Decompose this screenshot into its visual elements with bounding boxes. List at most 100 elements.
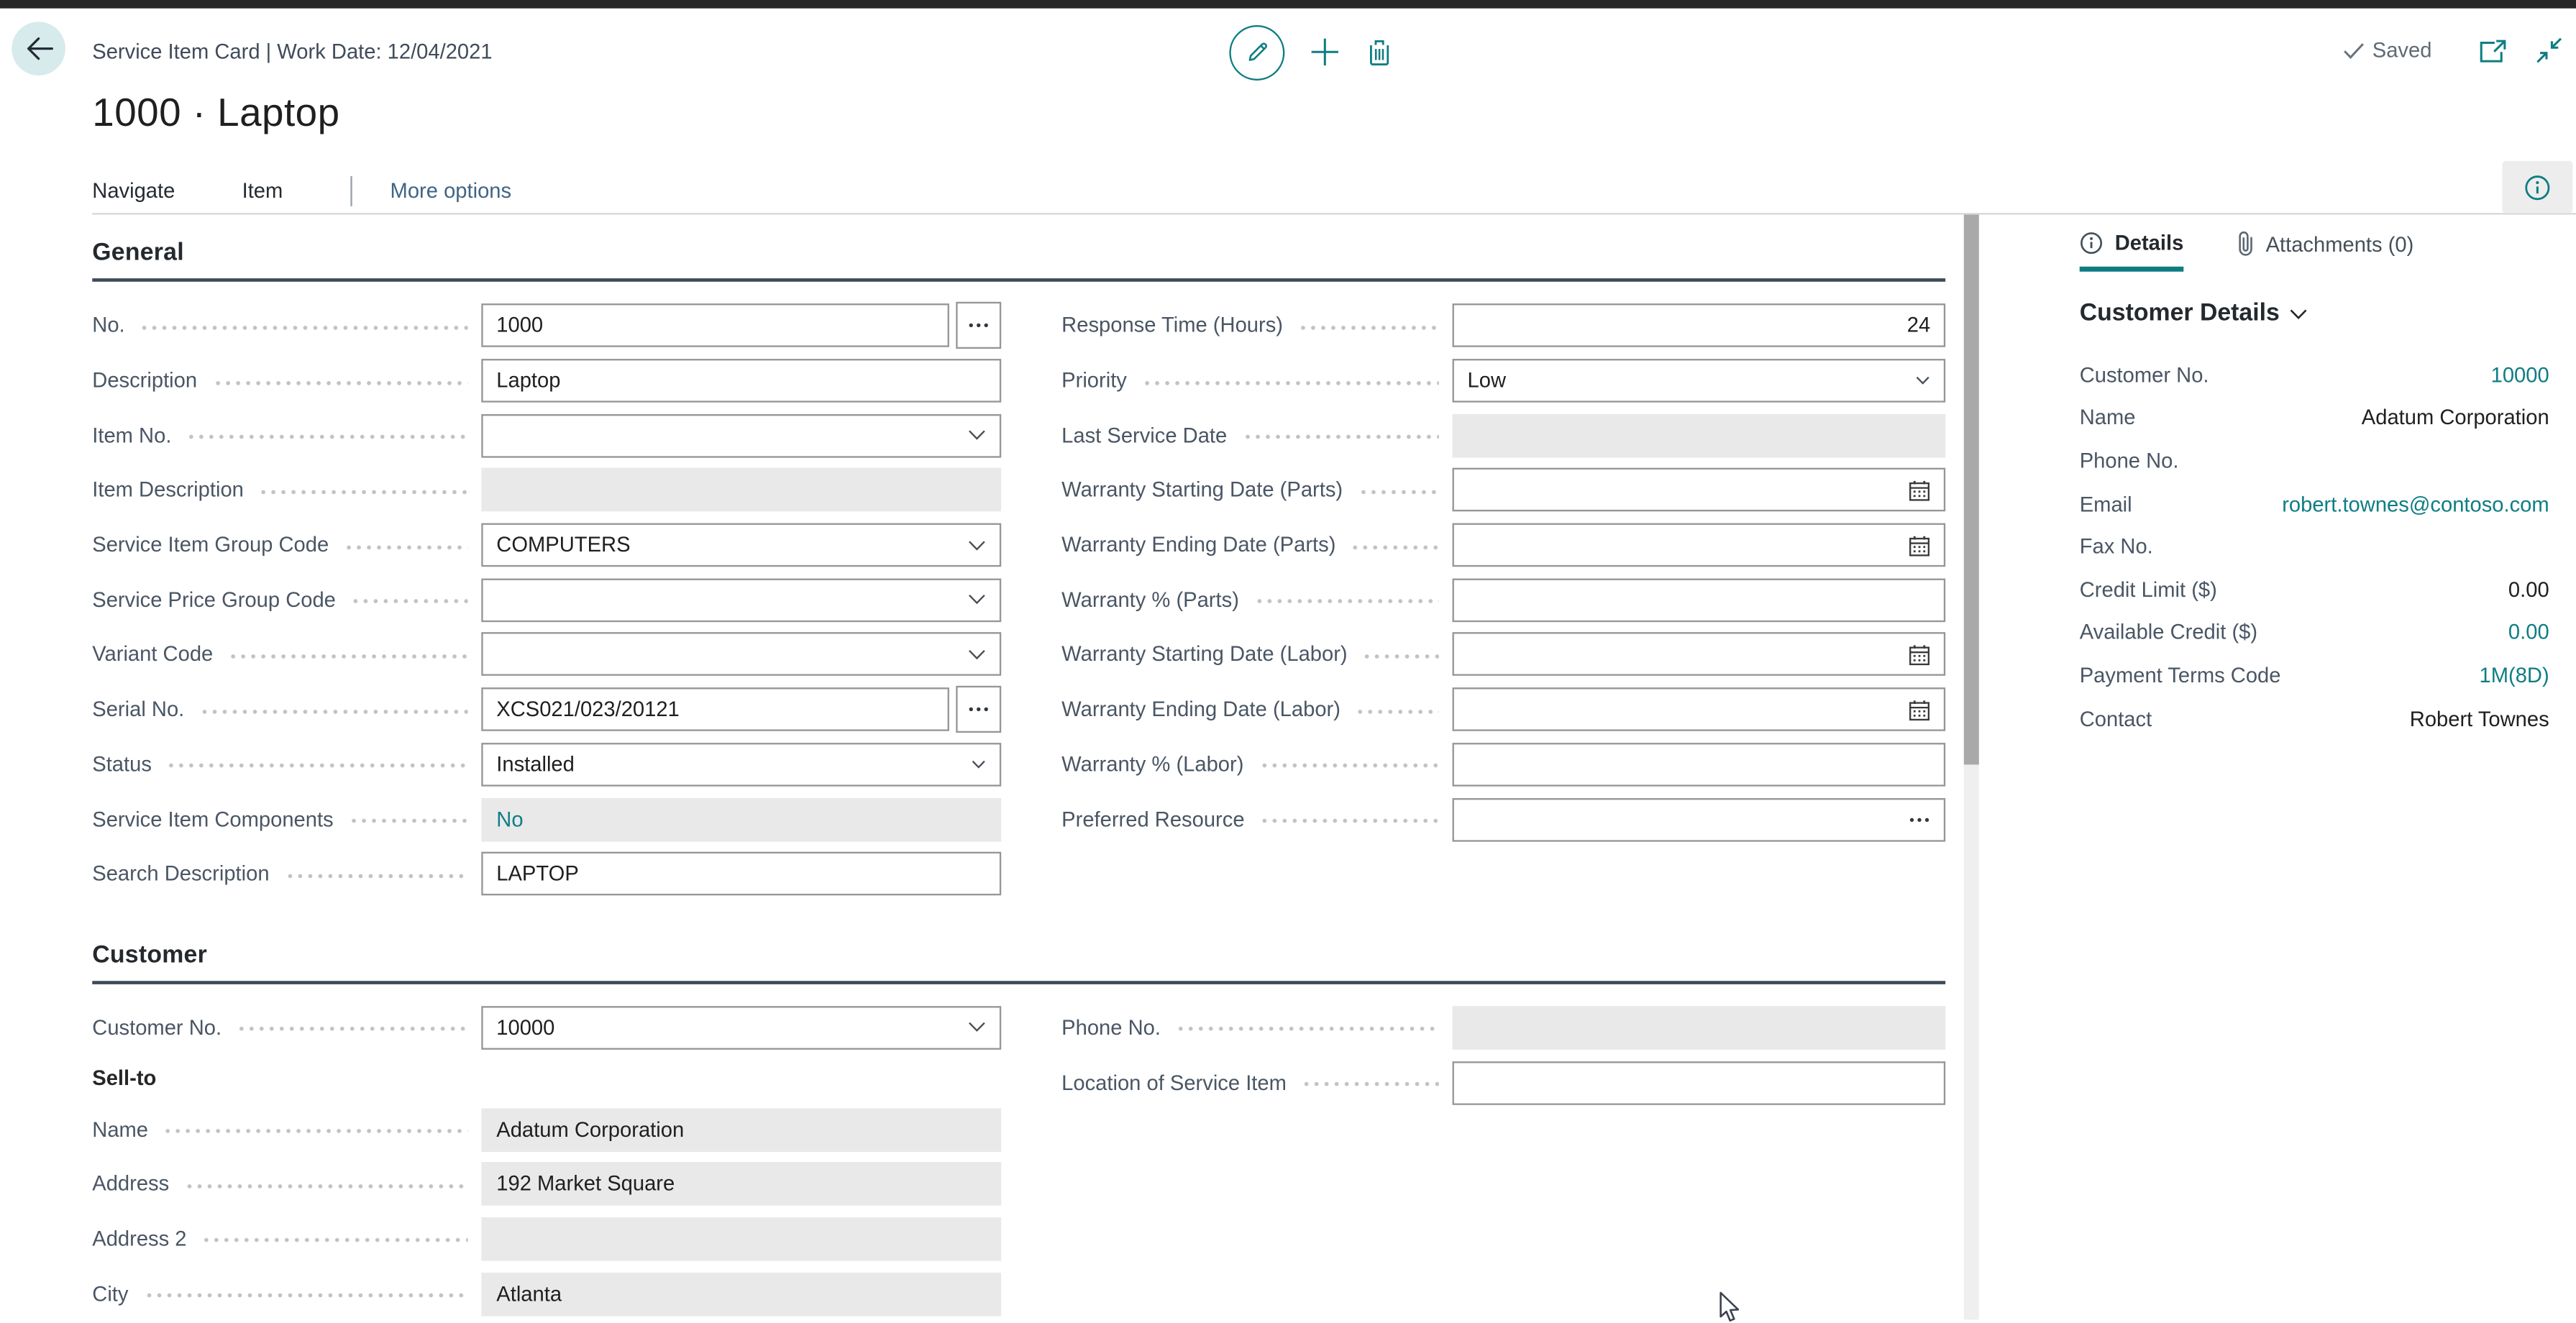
contact-value: Robert Townes	[2409, 707, 2549, 731]
service-item-components-value[interactable]: No	[496, 807, 524, 831]
back-button[interactable]	[12, 22, 65, 75]
dotted-leader	[199, 708, 468, 714]
menu-more-options[interactable]: More options	[390, 178, 512, 203]
chevron-down-icon[interactable]	[958, 430, 987, 441]
general-left-column: No. 1000 Description Laptop Item No. Item Des…	[92, 298, 1002, 902]
item-no-field[interactable]	[481, 413, 1002, 457]
warranty-pct-parts-label: Warranty % (Parts)	[1061, 588, 1239, 612]
response-time-hours-field[interactable]: 24	[1452, 303, 1946, 348]
dotted-leader	[228, 654, 468, 659]
calendar-icon[interactable]	[1899, 480, 1930, 501]
warranty-starting-date-labor-label: Warranty Starting Date (Labor)	[1061, 643, 1348, 667]
service-item-components-field: No	[481, 797, 1002, 841]
description-field[interactable]: Laptop	[481, 359, 1002, 403]
customer-no-field[interactable]: 10000	[481, 1006, 1002, 1050]
serial-no-field[interactable]: XCS021/023/20121	[481, 687, 949, 732]
search-description-value: LAPTOP	[496, 862, 579, 886]
customer-no-value[interactable]: 10000	[2490, 363, 2549, 388]
content-scrollbar[interactable]	[1963, 214, 1979, 1320]
chevron-down-icon[interactable]	[1905, 375, 1930, 385]
dotted-leader	[1362, 654, 1439, 659]
menu-navigate[interactable]: Navigate	[92, 178, 175, 203]
scrollbar-thumb[interactable]	[1963, 214, 1979, 765]
priority-field[interactable]: Low	[1452, 359, 1946, 403]
tab-attachments-label: Attachments (0)	[2265, 232, 2414, 256]
calendar-icon[interactable]	[1899, 699, 1930, 720]
field-row-status: Status Installed	[92, 737, 1002, 792]
last-service-date-field	[1452, 413, 1946, 457]
no-assist-button[interactable]	[956, 302, 1002, 349]
dotted-leader	[163, 1128, 468, 1134]
chevron-down-icon[interactable]	[961, 759, 986, 769]
name-value: Adatum Corporation	[2361, 406, 2549, 430]
factbox-row-contact: Contact Robert Townes	[2080, 697, 2549, 741]
warranty-pct-parts-field[interactable]	[1452, 578, 1946, 622]
chevron-down-icon[interactable]	[958, 649, 987, 660]
service-price-group-code-field[interactable]	[481, 578, 1002, 622]
factbox-row-customer-no: Customer No. 10000	[2080, 354, 2549, 397]
serial-no-assist-button[interactable]	[956, 686, 1002, 733]
sell-to-address-label: Address	[92, 1172, 170, 1196]
service-item-group-code-label: Service Item Group Code	[92, 533, 329, 557]
factbox-row-phone-no: Phone No.	[2080, 439, 2549, 482]
info-icon	[2524, 173, 2551, 200]
warranty-pct-labor-field[interactable]	[1452, 742, 1946, 787]
sell-to-address-2-field	[481, 1217, 1002, 1261]
field-row-warranty-pct-parts: Warranty % (Parts)	[1061, 572, 1946, 627]
open-in-new-window-button[interactable]	[2479, 37, 2508, 63]
no-field[interactable]: 1000	[481, 303, 949, 348]
phone-no-label: Phone No.	[2079, 449, 2179, 473]
warranty-ending-date-labor-field[interactable]	[1452, 687, 1946, 732]
dotted-leader	[237, 1027, 468, 1033]
customer-details-heading-label: Customer Details	[2079, 300, 2280, 327]
service-price-group-code-label: Service Price Group Code	[92, 588, 336, 612]
warranty-ending-date-parts-field[interactable]	[1452, 523, 1946, 567]
action-bar: Navigate Item More options	[92, 168, 511, 213]
dotted-leader	[284, 873, 468, 879]
status-field[interactable]: Installed	[481, 742, 1002, 787]
sell-to-city-label: City	[92, 1282, 129, 1306]
delete-button[interactable]	[1365, 37, 1394, 67]
tab-details[interactable]: Details	[2079, 232, 2184, 272]
section-underline-customer	[92, 980, 1946, 984]
chevron-down-icon[interactable]	[958, 594, 987, 605]
calendar-icon[interactable]	[1899, 534, 1930, 556]
edit-button[interactable]	[1229, 24, 1285, 80]
available-credit-value[interactable]: 0.00	[2508, 621, 2549, 645]
payment-terms-code-value[interactable]: 1M(8D)	[2479, 664, 2549, 688]
dotted-leader	[1297, 325, 1439, 331]
warranty-starting-date-labor-field[interactable]	[1452, 633, 1946, 677]
name-label: Name	[2079, 406, 2136, 430]
new-button[interactable]	[1308, 35, 1342, 69]
open-in-new-window-icon	[2479, 37, 2508, 63]
location-of-service-item-field[interactable]	[1452, 1061, 1946, 1104]
fax-no-label: Fax No.	[2079, 535, 2153, 559]
sell-to-city-value: Atlanta	[496, 1282, 562, 1306]
field-row-search-description: Search Description LAPTOP	[92, 846, 1002, 901]
field-row-preferred-resource: Preferred Resource	[1061, 792, 1946, 846]
email-value[interactable]: robert.townes@contoso.com	[2282, 492, 2549, 516]
chevron-down-icon[interactable]	[958, 539, 987, 551]
chevron-down-icon[interactable]	[958, 1022, 987, 1033]
variant-code-field[interactable]	[481, 633, 1002, 677]
calendar-icon[interactable]	[1899, 644, 1930, 666]
warranty-starting-date-parts-field[interactable]	[1452, 468, 1946, 513]
menu-item[interactable]: Item	[242, 178, 283, 203]
dotted-leader	[1242, 434, 1439, 440]
tab-attachments[interactable]: Attachments (0)	[2237, 232, 2413, 268]
collapse-button[interactable]	[2536, 37, 2562, 63]
priority-value: Low	[1467, 369, 1507, 393]
assist-edit-icon[interactable]	[1899, 816, 1930, 823]
preferred-resource-field[interactable]	[1452, 797, 1946, 841]
factbox-row-payment-terms-code: Payment Terms Code 1M(8D)	[2080, 654, 2549, 697]
search-description-field[interactable]: LAPTOP	[481, 852, 1002, 896]
field-row-no: No. 1000	[92, 298, 1002, 353]
warranty-pct-labor-label: Warranty % (Labor)	[1061, 752, 1244, 777]
service-item-group-code-field[interactable]: COMPUTERS	[481, 523, 1002, 567]
customer-details-heading[interactable]: Customer Details	[2079, 300, 2549, 327]
card-action-icons	[1229, 24, 1394, 80]
factbox-row-available-credit: Available Credit ($) 0.00	[2080, 611, 2549, 654]
description-value: Laptop	[496, 369, 561, 393]
toggle-factbox-button[interactable]	[2502, 160, 2573, 214]
